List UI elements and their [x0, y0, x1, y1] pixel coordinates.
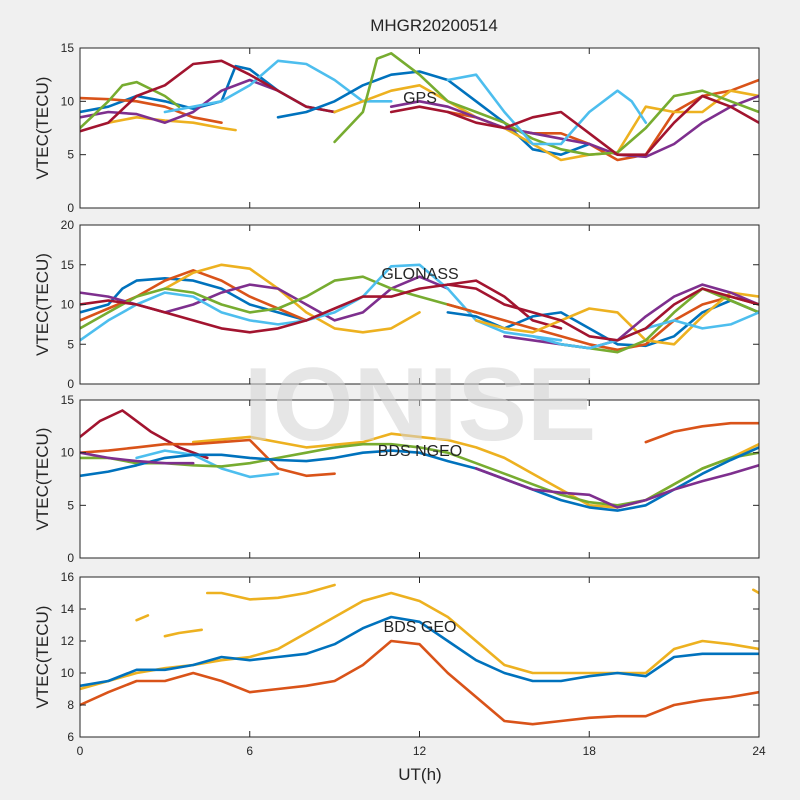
series-line-7: [80, 59, 336, 133]
series-line-14: [389, 94, 759, 156]
y-tick-label: 10: [61, 446, 75, 460]
series-line-4: [80, 78, 280, 124]
y-tick-label: 5: [67, 337, 74, 351]
y-tick-label: 0: [67, 551, 74, 565]
panel-3: 0 5 10 15 VTEC(TECU) BDS NGEO: [33, 393, 760, 565]
series-group: [80, 51, 759, 162]
y-tick-label: 20: [61, 218, 75, 232]
series-line-7: [80, 279, 563, 334]
series-line-10: [333, 84, 759, 162]
series-line-4: [135, 449, 280, 479]
y-axis-label: VTEC(TECU): [33, 428, 52, 531]
series-line-12: [559, 287, 759, 354]
series-line-7: [80, 451, 195, 465]
panel-label: BDS GEO: [384, 619, 457, 636]
series-line-5: [163, 628, 203, 638]
series-group: [80, 263, 759, 354]
y-tick-label: 5: [67, 498, 74, 512]
y-tick-label: 10: [61, 298, 75, 312]
y-axis-label: VTEC(TECU): [33, 253, 52, 356]
series-line-3: [80, 438, 336, 478]
y-tick-label: 15: [61, 41, 75, 55]
series-line-11: [389, 94, 759, 159]
x-tick-label: 6: [246, 744, 253, 758]
x-tick-label: 12: [413, 744, 427, 758]
plot-area: [80, 400, 759, 558]
x-axis-label: UT(h): [398, 765, 441, 784]
y-axis-label: VTEC(TECU): [33, 77, 52, 180]
series-line-3: [163, 263, 421, 334]
series-line-6: [80, 446, 759, 512]
figure-title: MHGR20200514: [370, 16, 498, 35]
series-line-4: [206, 583, 336, 601]
axes-layer: 0 5 10 15 VTEC(TECU) GPS 0 5 10 15 20 VTEC(TECU) GLO…: [33, 41, 766, 758]
series-group: [80, 583, 759, 726]
series-line-13: [446, 73, 648, 146]
y-tick-label: 16: [61, 570, 75, 584]
plot-area: [80, 577, 759, 737]
y-tick-label: 8: [67, 698, 74, 712]
series-line-14: [446, 283, 759, 342]
y-tick-label: 10: [61, 94, 75, 108]
series-line-11: [503, 283, 759, 350]
y-tick-label: 15: [61, 393, 75, 407]
y-tick-label: 14: [61, 602, 75, 616]
y-tick-label: 6: [67, 730, 74, 744]
series-line-9: [446, 295, 759, 352]
series-line-6: [163, 59, 393, 114]
y-tick-label: 0: [67, 377, 74, 391]
series-line-9: [644, 421, 759, 444]
series-line-2: [80, 268, 308, 322]
series-line-2: [80, 615, 759, 688]
series-line-2: [80, 96, 223, 124]
x-tick-label: 18: [583, 744, 597, 758]
panel-1: 0 5 10 15 VTEC(TECU) GPS: [33, 41, 760, 215]
x-tick-label: 0: [77, 744, 84, 758]
y-tick-label: 0: [67, 201, 74, 215]
series-line-5: [80, 275, 478, 330]
x-tick-label: 24: [752, 744, 766, 758]
series-line-7: [751, 588, 759, 595]
series-line-3: [107, 116, 237, 132]
panel-label: BDS NGEO: [378, 443, 462, 460]
panel-label: GPS: [403, 90, 437, 107]
y-tick-label: 15: [61, 258, 75, 272]
series-line-6: [135, 614, 150, 622]
series-line-8: [474, 463, 759, 509]
series-line-10: [474, 291, 759, 346]
series-line-3: [80, 639, 759, 726]
series-line-1: [80, 409, 209, 460]
watermark: IONISE: [244, 347, 597, 463]
series-line-5: [80, 80, 181, 130]
panel-2: 0 5 10 15 20 VTEC(TECU) GLONASS: [33, 218, 760, 391]
y-axis-label: VTEC(TECU): [33, 606, 52, 709]
y-tick-label: 5: [67, 148, 74, 162]
y-tick-label: 10: [61, 666, 75, 680]
panel-label: GLONASS: [381, 266, 458, 283]
y-tick-label: 12: [61, 634, 75, 648]
series-line-12: [333, 51, 759, 156]
series-line-8: [276, 70, 591, 156]
series-group: [80, 409, 759, 512]
